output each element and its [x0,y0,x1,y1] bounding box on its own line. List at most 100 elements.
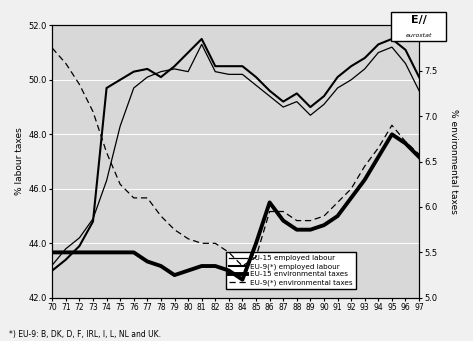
EU-9(*) employed labour [63,257,69,262]
EU-9(*) employed labour [240,64,245,68]
FancyBboxPatch shape [391,12,446,41]
EU-15 environmental taxes [185,268,191,272]
EU-9(*) employed labour [348,64,354,68]
EU-9(*) employed labour [212,64,218,68]
EU-15 environmental taxes [376,155,381,159]
EU-15 environmental taxes [158,264,164,268]
EU-9(*) environmental taxes [280,209,286,213]
EU-15 employed labour [158,70,164,74]
EU-9(*) employed labour [90,220,96,224]
EU-9(*) employed labour [49,268,55,272]
EU-15 employed labour [280,105,286,109]
EU-9(*) employed labour [362,56,368,60]
EU-15 environmental taxes [117,250,123,254]
EU-15 employed labour [104,179,109,183]
EU-9(*) environmental taxes [321,214,327,218]
EU-9(*) environmental taxes [158,214,164,218]
EU-9(*) employed labour [117,78,123,82]
EU-15 employed labour [389,45,395,49]
EU-15 environmental taxes [131,250,137,254]
EU-9(*) employed labour [321,94,327,98]
EU-9(*) environmental taxes [348,187,354,191]
EU-15 employed labour [307,113,313,117]
EU-15 employed labour [90,217,96,221]
EU-15 environmental taxes [348,196,354,200]
EU-9(*) employed labour [77,244,82,248]
EU-9(*) employed labour [131,70,137,74]
EU-9(*) environmental taxes [253,255,259,259]
EU-9(*) environmental taxes [416,152,422,156]
EU-15 environmental taxes [253,241,259,246]
EU-15 employed labour [226,72,232,76]
Line: EU-15 environmental taxes: EU-15 environmental taxes [52,134,419,280]
EU-15 environmental taxes [307,228,313,232]
EU-15 employed labour [267,94,272,98]
EU-9(*) employed labour [172,64,177,68]
EU-9(*) environmental taxes [117,182,123,186]
EU-9(*) employed labour [416,75,422,79]
EU-15 environmental taxes [321,223,327,227]
EU-9(*) environmental taxes [49,46,55,50]
EU-15 employed labour [403,61,408,65]
EU-15 environmental taxes [77,250,82,254]
Legend: EU-15 employed labour, EU-9(*) employed labour, EU-15 environmental taxes, EU-9(: EU-15 employed labour, EU-9(*) employed … [226,252,356,289]
EU-15 employed labour [362,67,368,71]
Text: E//: E// [411,15,427,25]
EU-15 environmental taxes [416,155,422,159]
EU-9(*) environmental taxes [90,109,96,114]
EU-15 employed labour [416,89,422,93]
EU-9(*) environmental taxes [389,123,395,127]
EU-9(*) environmental taxes [212,241,218,246]
EU-9(*) employed labour [403,48,408,52]
EU-15 environmental taxes [267,201,272,205]
EU-9(*) employed labour [158,75,164,79]
EU-9(*) environmental taxes [376,146,381,150]
EU-9(*) employed labour [335,75,341,79]
EU-9(*) employed labour [376,42,381,46]
EU-9(*) environmental taxes [199,241,204,246]
EU-15 employed labour [376,50,381,55]
EU-9(*) environmental taxes [63,61,69,65]
EU-15 environmental taxes [172,273,177,277]
EU-9(*) environmental taxes [226,250,232,254]
EU-15 employed labour [321,102,327,106]
EU-15 environmental taxes [362,178,368,182]
EU-15 environmental taxes [144,260,150,264]
EU-15 environmental taxes [49,250,55,254]
EU-15 employed labour [77,236,82,240]
EU-9(*) environmental taxes [185,237,191,241]
EU-9(*) environmental taxes [403,139,408,144]
EU-9(*) environmental taxes [131,196,137,200]
EU-15 employed labour [348,78,354,82]
EU-15 employed labour [212,70,218,74]
Text: eurostat: eurostat [405,33,432,38]
EU-15 environmental taxes [240,278,245,282]
EU-9(*) employed labour [226,64,232,68]
EU-9(*) environmental taxes [77,82,82,86]
EU-9(*) environmental taxes [335,201,341,205]
EU-9(*) environmental taxes [144,196,150,200]
EU-9(*) environmental taxes [240,264,245,268]
EU-15 environmental taxes [280,219,286,223]
EU-9(*) environmental taxes [104,150,109,154]
EU-9(*) environmental taxes [362,164,368,168]
EU-15 environmental taxes [104,250,109,254]
EU-15 employed labour [63,247,69,251]
EU-15 employed labour [240,72,245,76]
EU-9(*) environmental taxes [294,219,299,223]
Y-axis label: % labour taxes: % labour taxes [15,128,24,195]
EU-15 employed labour [49,263,55,267]
EU-15 environmental taxes [90,250,96,254]
Line: EU-9(*) environmental taxes: EU-9(*) environmental taxes [52,48,419,266]
EU-9(*) employed labour [389,37,395,41]
EU-15 employed labour [185,70,191,74]
Line: EU-9(*) employed labour: EU-9(*) employed labour [52,39,419,270]
EU-9(*) environmental taxes [172,228,177,232]
Text: *) EU-9: B, DK, D, F, IRL, I, L, NL and UK.: *) EU-9: B, DK, D, F, IRL, I, L, NL and … [9,330,161,339]
EU-15 environmental taxes [226,268,232,272]
EU-9(*) environmental taxes [267,209,272,213]
EU-15 employed labour [117,124,123,128]
EU-9(*) employed labour [253,75,259,79]
Line: EU-15 employed labour: EU-15 employed labour [52,44,419,265]
EU-15 environmental taxes [199,264,204,268]
